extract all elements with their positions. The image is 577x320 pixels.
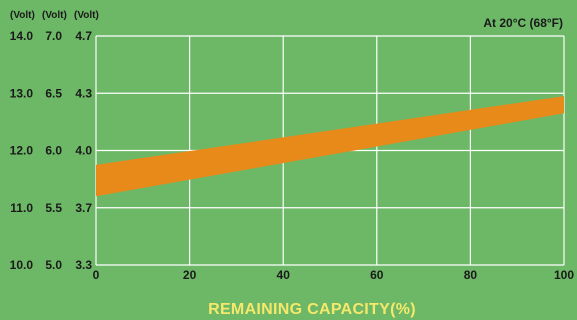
y-tick-label: 3.3	[75, 258, 92, 272]
y-tick-label: 6.0	[45, 144, 62, 158]
y-tick-label: 4.0	[75, 144, 92, 158]
y-tick-label: 10.0	[10, 258, 34, 272]
x-tick-label: 100	[554, 268, 574, 282]
x-tick-label: 80	[464, 268, 478, 282]
x-tick-label: 0	[93, 268, 100, 282]
y-tick-label: 5.0	[45, 258, 62, 272]
y-tick-label: 4.3	[75, 86, 92, 100]
x-tick-label: 60	[370, 268, 384, 282]
y-tick-label: 6.5	[45, 86, 62, 100]
y-tick-label: 4.7	[75, 29, 92, 43]
y-tick-label: 11.0	[10, 201, 33, 215]
y-tick-label: 12.0	[10, 144, 34, 158]
voltage-band	[96, 96, 564, 197]
x-tick-label: 40	[277, 268, 291, 282]
x-tick-labels: 0 20 40 60 80 100	[93, 268, 575, 282]
y-axis-header-4v: (Volt)	[74, 10, 99, 21]
y-tick-label: 7.0	[45, 29, 62, 43]
y-axis-header-12v: (Volt)	[10, 10, 35, 21]
temperature-note: At 20°C (68°F)	[483, 16, 563, 30]
y-tick-labels: 14.0 13.0 12.0 11.0 10.0 7.0 6.5 6.0 5.5 5.0 4.7 4.…	[10, 29, 93, 272]
y-tick-label: 13.0	[10, 86, 34, 100]
x-axis-title: REMAINING CAPACITY(%)	[208, 301, 416, 318]
x-tick-label: 20	[183, 268, 197, 282]
y-tick-label: 5.5	[45, 201, 62, 215]
y-tick-label: 3.7	[75, 201, 92, 215]
y-axis-header-6v: (Volt)	[42, 10, 67, 21]
y-tick-label: 14.0	[10, 29, 34, 43]
